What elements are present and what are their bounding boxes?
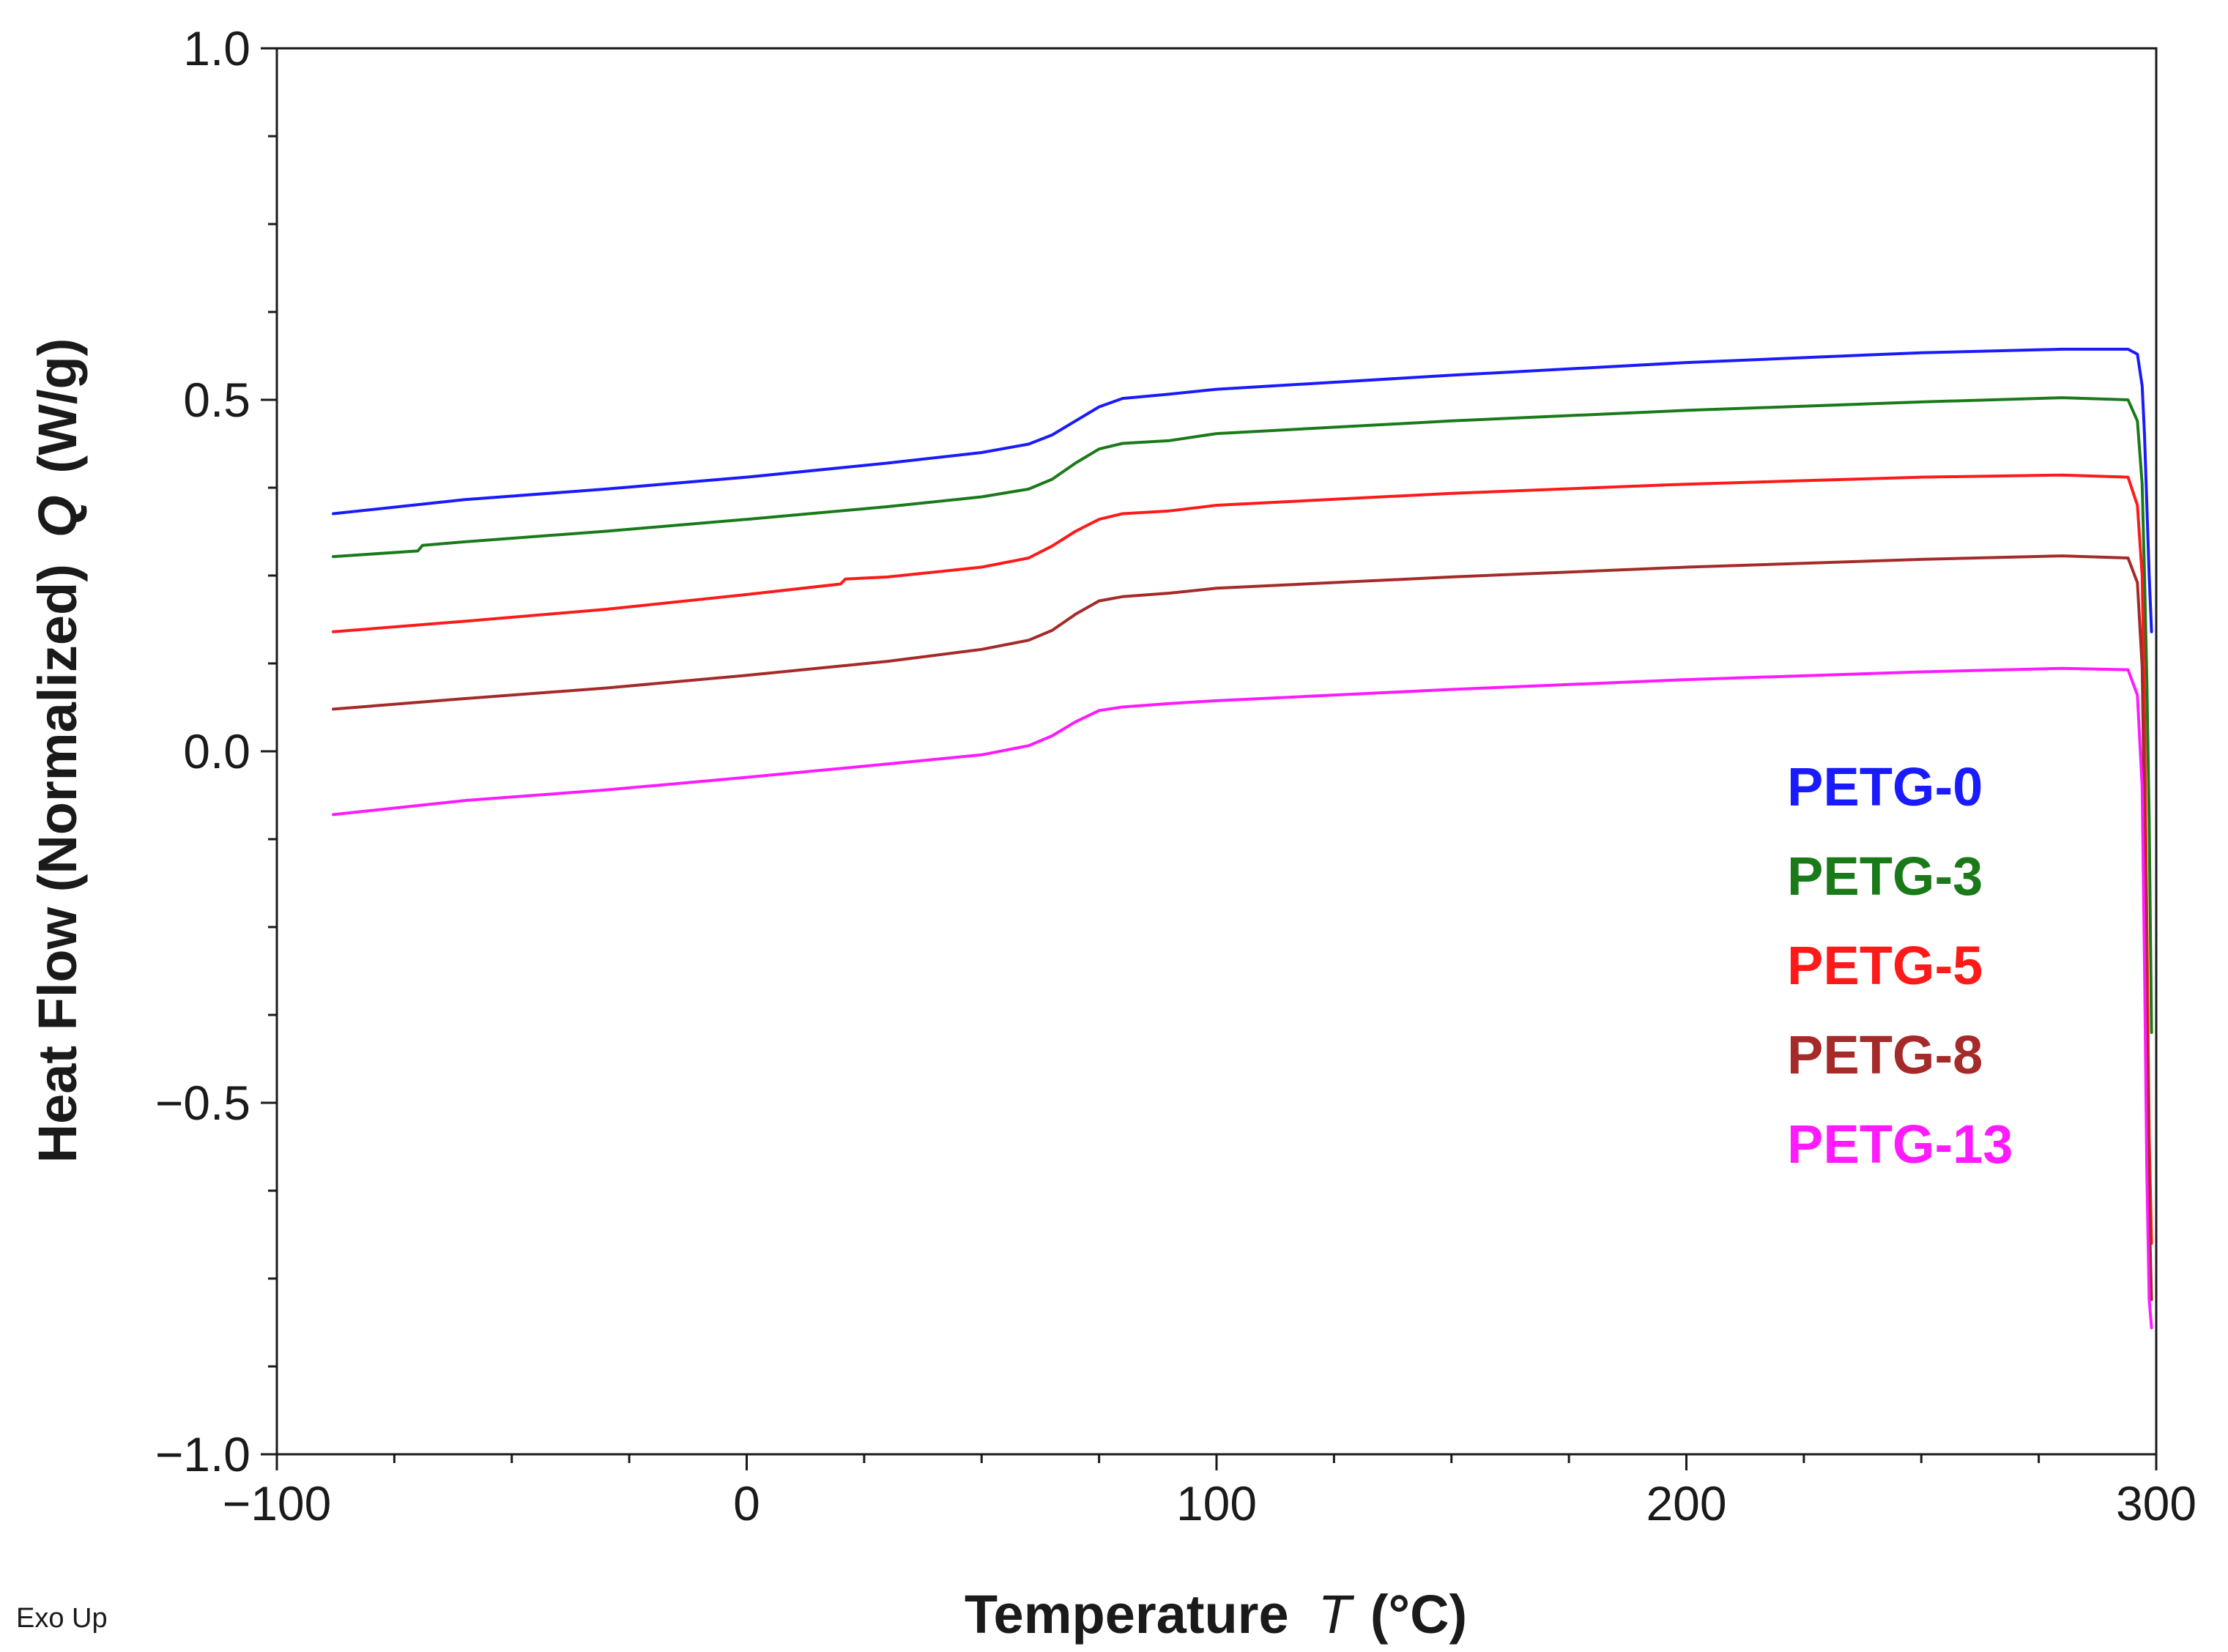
legend-item-petg-8: PETG-8 xyxy=(1787,1024,1983,1085)
exo-up-annotation: Exo Up xyxy=(16,1603,108,1634)
x-axis-title-text: Temperature xyxy=(965,1584,1289,1645)
y-axis-title-text: Heat Flow (Normalized) xyxy=(27,564,88,1163)
y-tick-label: 1.0 xyxy=(183,21,250,75)
legend-item-petg-5: PETG-5 xyxy=(1787,935,1983,996)
series-line-petg-13 xyxy=(332,666,2153,1330)
y-tick-label: 0.5 xyxy=(183,373,250,427)
y-tick-label: 0.0 xyxy=(183,724,250,778)
series-line-petg-5 xyxy=(332,473,2153,1245)
x-axis-title: Temperature T (°C) xyxy=(965,1584,1467,1645)
legend-item-petg-3: PETG-3 xyxy=(1787,846,1983,907)
legend-item-petg-0: PETG-0 xyxy=(1787,756,1983,817)
x-axis-ticks xyxy=(275,1454,2158,1470)
x-tick-label: 300 xyxy=(2116,1476,2197,1530)
x-tick-label: 200 xyxy=(1646,1476,1726,1530)
y-axis-tick-labels: −1.0 −0.5 0.0 0.5 1.0 xyxy=(155,21,250,1481)
x-tick-label: −100 xyxy=(223,1476,332,1530)
series-line-petg-8 xyxy=(332,554,2153,1301)
x-tick-label: 100 xyxy=(1176,1476,1257,1530)
y-axis-unit: (W/g) xyxy=(27,338,88,474)
y-tick-label: −1.0 xyxy=(155,1427,250,1481)
series-lines xyxy=(332,347,2153,1330)
x-axis-tick-labels: −100 0 100 200 300 xyxy=(223,1476,2197,1530)
x-axis-unit: (°C) xyxy=(1370,1584,1467,1645)
series-line-petg-0 xyxy=(332,347,2153,633)
x-tick-label: 0 xyxy=(733,1476,760,1530)
y-axis-ticks xyxy=(261,47,277,1456)
y-axis-variable: Q xyxy=(27,496,88,538)
plot-frame xyxy=(275,47,2158,1456)
y-tick-label: −0.5 xyxy=(155,1076,250,1130)
legend: PETG-0 PETG-3 PETG-5 PETG-8 PETG-13 xyxy=(1787,756,2013,1175)
x-axis-variable: T xyxy=(1318,1584,1355,1645)
legend-item-petg-13: PETG-13 xyxy=(1787,1114,2013,1175)
series-line-petg-3 xyxy=(332,396,2153,1034)
y-axis-title: Heat Flow (Normalized) Q (W/g) xyxy=(27,338,88,1164)
